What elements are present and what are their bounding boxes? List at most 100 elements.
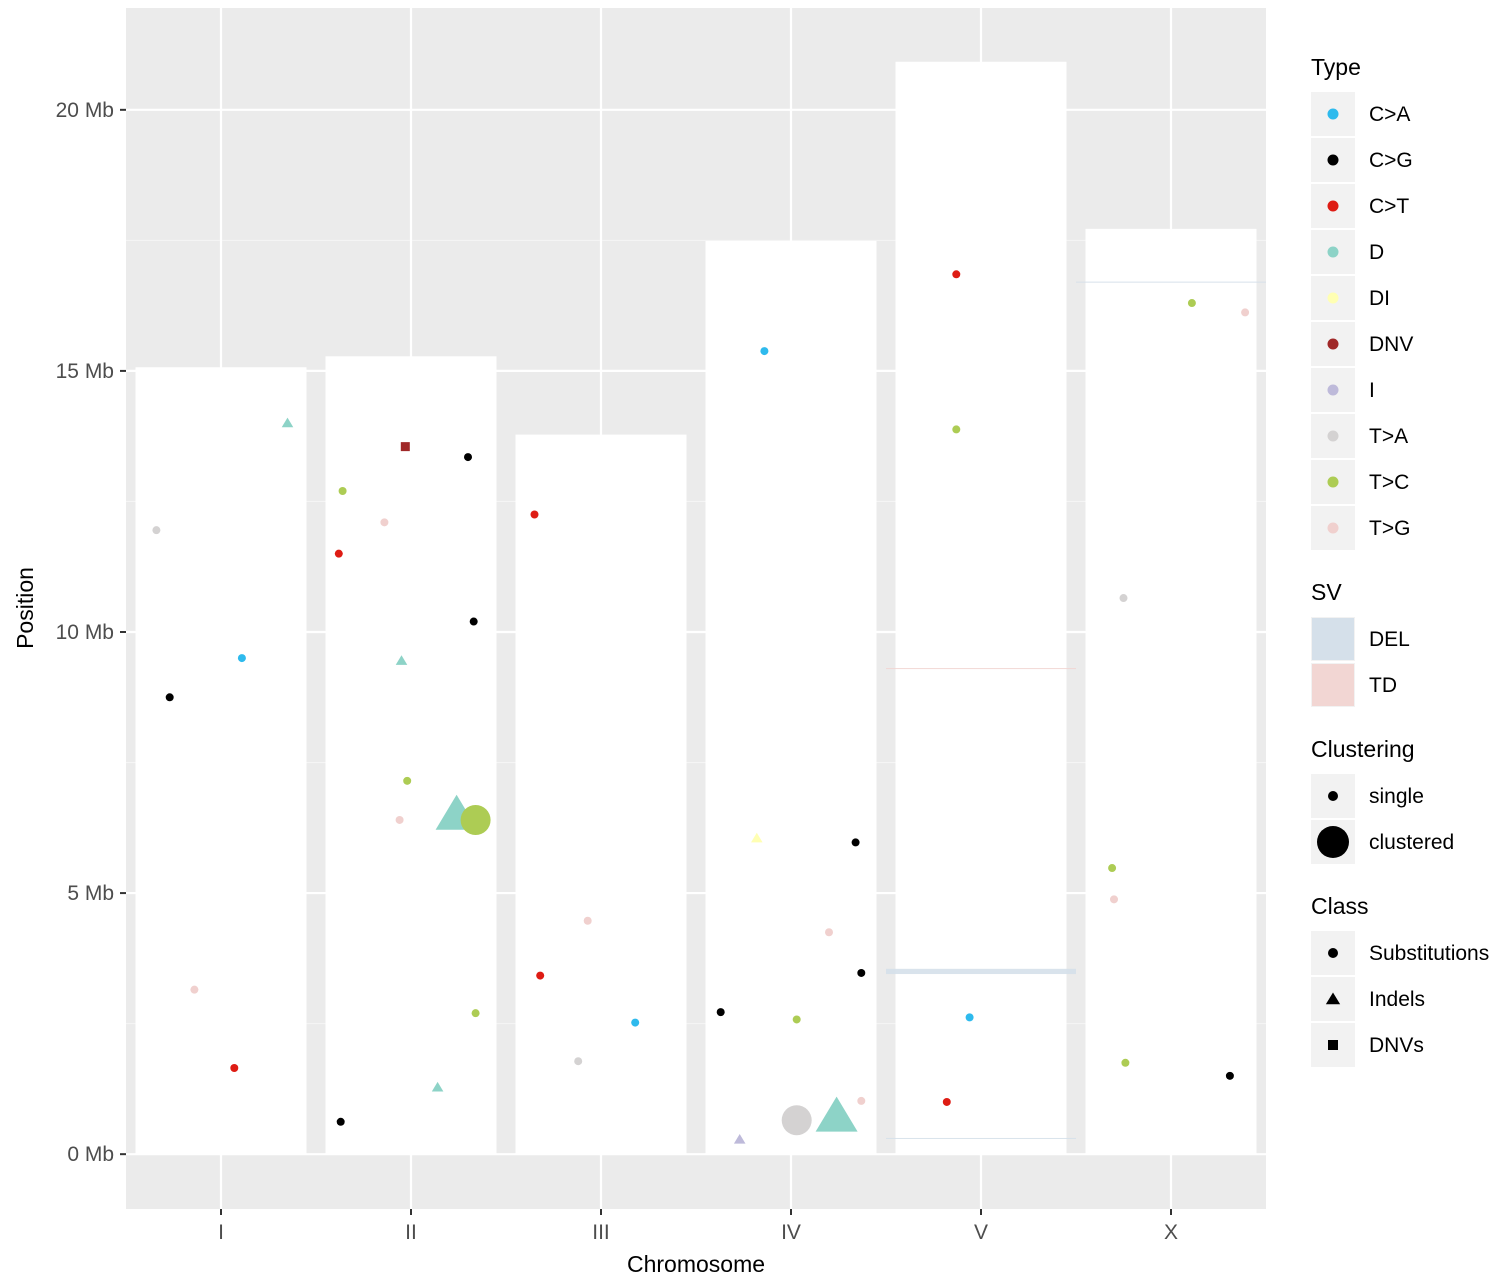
mutation-point-substitution	[942, 1097, 951, 1106]
chromosome-bar-II	[325, 356, 497, 1155]
sv-segment-del	[886, 968, 1076, 975]
mutation-point-indel	[733, 1134, 746, 1144]
mutation-point-indel	[751, 832, 763, 843]
mutation-point-substitution	[237, 654, 246, 663]
legend: Type C>A C>G C>T D DI DNV I T>A T>C T>G SV DEL TD Clus…	[1311, 54, 1489, 1067]
legend-label: Indels	[1369, 988, 1425, 1011]
mutation-point-substitution	[716, 1008, 725, 1017]
legend-key-shape-square	[1328, 1040, 1338, 1050]
x-tick-label: X	[1164, 1221, 1178, 1244]
mutation-point-substitution	[536, 971, 545, 980]
mutation-point-substitution	[857, 1096, 866, 1105]
chromosome-bar-V	[895, 61, 1067, 1155]
legend-label: clustered	[1369, 831, 1454, 854]
legend-label: single	[1369, 785, 1424, 808]
legend-label: I	[1369, 379, 1375, 402]
x-tick-label: III	[592, 1221, 610, 1244]
legend-title: Class	[1311, 893, 1369, 919]
mutation-point-substitution	[857, 968, 866, 977]
legend-key-shape-circle	[1328, 948, 1338, 958]
y-tick-label: 10 Mb	[56, 621, 114, 644]
y-tick-label: 5 Mb	[67, 882, 114, 905]
mutation-point-indel	[281, 417, 294, 428]
legend-key-color-swatch	[1327, 246, 1339, 258]
mutation-point-dnv	[400, 442, 410, 452]
chromosome-bar-III	[515, 434, 687, 1155]
y-axis-title: Position	[12, 567, 38, 649]
y-tick-label: 0 Mb	[67, 1143, 114, 1166]
mutation-point-substitution	[152, 526, 161, 535]
panel-background	[126, 8, 1266, 1209]
mutation-point-indel	[815, 1096, 858, 1132]
mutation-point-substitution	[952, 270, 961, 279]
legend-key-shape-triangle	[1325, 992, 1341, 1005]
mutation-point-substitution	[825, 928, 833, 937]
legend-key-color-swatch	[1327, 154, 1339, 166]
mutation-point-substitution	[952, 425, 961, 434]
legend-key-size-swatch	[1328, 791, 1338, 801]
legend-title: SV	[1311, 579, 1342, 605]
mutation-point-substitution	[583, 916, 592, 925]
mutation-point-substitution	[760, 347, 769, 356]
legend-key-size-swatch	[1317, 826, 1349, 858]
mutation-point-substitution	[1187, 299, 1196, 308]
mutation-point-substitution	[469, 617, 478, 626]
legend-key-color-swatch	[1327, 108, 1339, 120]
legend-key-color-swatch	[1327, 200, 1339, 212]
mutation-point-substitution	[338, 487, 347, 496]
legend-key-color-swatch	[1327, 476, 1339, 488]
sv-segments	[886, 281, 1266, 1139]
y-tick-label: 15 Mb	[56, 360, 114, 383]
mutation-points	[152, 270, 1250, 1144]
chromosome-bar-IV	[705, 240, 877, 1155]
x-axis-title: Chromosome	[627, 1251, 765, 1277]
mutation-point-indel	[431, 1081, 444, 1092]
mutation-point-substitution	[165, 693, 174, 702]
legend-key-color-swatch	[1327, 430, 1339, 442]
mutation-point-substitution	[781, 1105, 812, 1136]
chromosome-bar-I	[135, 367, 307, 1155]
sv-segment-del	[886, 1137, 1076, 1139]
mutation-point-substitution	[1110, 895, 1118, 904]
mutation-point-substitution	[965, 1013, 974, 1022]
legend-label: D	[1369, 241, 1384, 264]
mutation-point-substitution	[471, 1009, 480, 1018]
mutation-point-substitution	[403, 776, 412, 785]
mutation-point-substitution	[1225, 1071, 1234, 1080]
legend-label: C>G	[1369, 149, 1413, 172]
mutation-point-substitution	[574, 1057, 583, 1066]
mutation-point-substitution	[792, 1015, 801, 1024]
mutation-point-substitution	[336, 1117, 345, 1126]
legend-label: DNVs	[1369, 1034, 1424, 1057]
mutation-point-substitution	[1121, 1058, 1130, 1067]
legend-title: Type	[1311, 54, 1361, 80]
legend-label: T>C	[1369, 471, 1409, 494]
x-tick-label: V	[974, 1221, 988, 1244]
mutation-point-substitution	[230, 1064, 239, 1073]
legend-key-color-swatch	[1327, 292, 1339, 304]
legend-label: C>T	[1369, 195, 1409, 218]
sv-segment-del	[1076, 281, 1266, 283]
y-tick-label: 20 Mb	[56, 99, 114, 122]
chromosome-bar-X	[1085, 228, 1257, 1155]
mutation-point-substitution	[190, 985, 199, 994]
mutation-point-substitution	[395, 815, 404, 824]
mutation-point-substitution	[464, 453, 472, 462]
x-tick-label: I	[218, 1221, 224, 1244]
mutation-point-substitution	[380, 518, 389, 527]
legend-label: C>A	[1369, 103, 1410, 126]
legend-key-color-swatch	[1327, 384, 1339, 396]
legend-label: T>A	[1369, 425, 1408, 448]
legend-key-fill-swatch	[1312, 664, 1354, 706]
x-tick-label: IV	[781, 1221, 801, 1244]
legend-label: TD	[1369, 674, 1397, 697]
mutation-point-substitution	[530, 510, 539, 519]
legend-label: DEL	[1369, 628, 1410, 651]
legend-title: Clustering	[1311, 736, 1415, 762]
mutation-point-substitution	[1241, 308, 1250, 317]
legend-label: DNV	[1369, 333, 1413, 356]
chromosome-bars	[135, 61, 1257, 1155]
legend-key-fill-swatch	[1312, 618, 1354, 660]
mutation-point-substitution	[851, 838, 860, 847]
legend-key-color-swatch	[1327, 338, 1339, 350]
